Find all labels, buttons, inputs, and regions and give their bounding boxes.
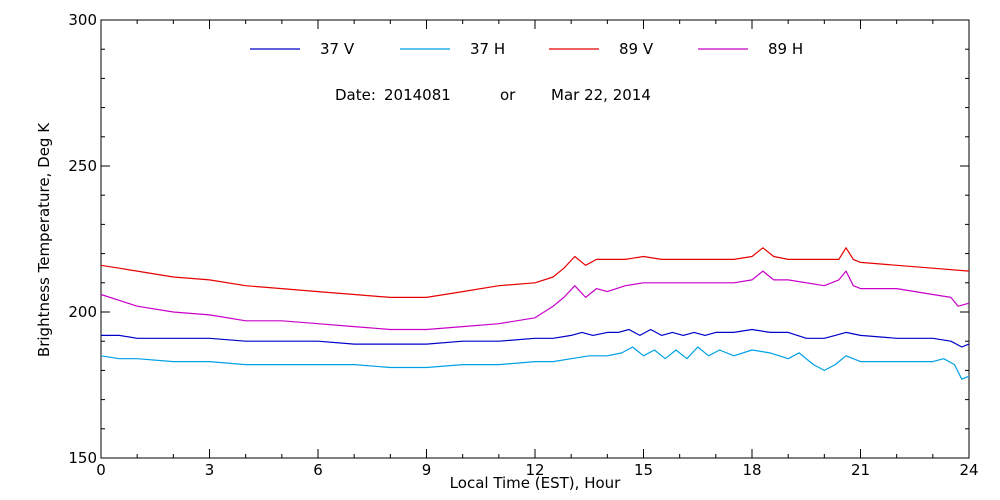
legend-label-89-h: 89 H [768, 40, 803, 58]
x-tick-label: 12 [525, 461, 544, 479]
x-tick-label: 18 [742, 461, 761, 479]
date-label: Date: [335, 86, 376, 104]
legend-label-37-h: 37 H [470, 40, 505, 58]
axis-ticks [100, 19, 970, 459]
date-connector: or [500, 86, 516, 104]
date-code: 2014081 [384, 86, 451, 104]
series-lines [100, 247, 970, 380]
y-axis-label: Brightness Temperature, Deg K [35, 122, 53, 357]
series-line-89-v [100, 247, 970, 298]
legend-label-37-v: 37 V [320, 40, 355, 58]
legend-label-89-v: 89 V [619, 40, 654, 58]
legend: 37 V 37 H 89 V 89 H [250, 40, 803, 58]
x-tick-label: 24 [959, 461, 978, 479]
y-tick-label: 300 [68, 11, 97, 29]
series-line-37-h [100, 346, 970, 380]
y-tick-label: 250 [68, 157, 97, 175]
series-line-37-v [101, 328, 970, 348]
axis-tick-labels: 0 3 6 9 12 15 18 21 24 150 200 250 300 [68, 11, 978, 479]
y-tick-label: 150 [68, 449, 97, 467]
y-tick-label: 200 [68, 303, 97, 321]
x-axis-label: Local Time (EST), Hour [450, 474, 621, 492]
x-tick-label: 0 [96, 461, 106, 479]
plot-frame [100, 19, 970, 459]
x-tick-label: 3 [205, 461, 215, 479]
x-tick-label: 6 [313, 461, 323, 479]
series-line-89-h [100, 270, 970, 331]
x-tick-label: 21 [851, 461, 870, 479]
x-tick-label: 9 [422, 461, 432, 479]
date-text: Mar 22, 2014 [551, 86, 651, 104]
x-tick-label: 15 [634, 461, 653, 479]
